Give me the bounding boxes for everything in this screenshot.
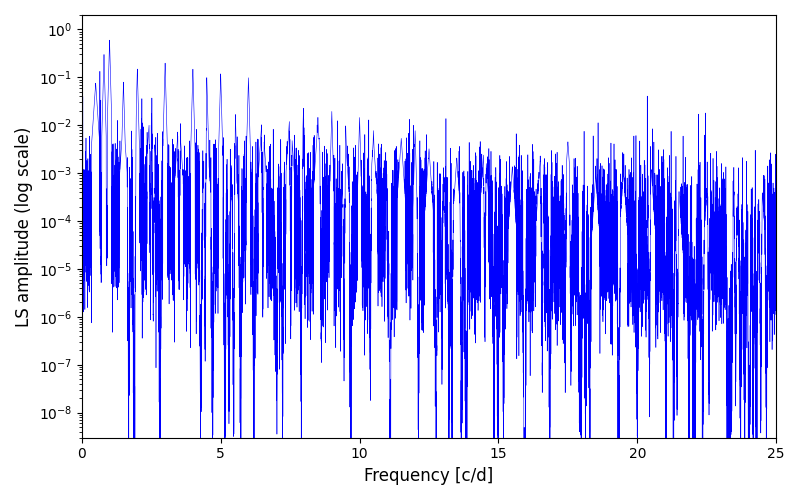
X-axis label: Frequency [c/d]: Frequency [c/d] (364, 467, 494, 485)
Y-axis label: LS amplitude (log scale): LS amplitude (log scale) (15, 126, 33, 326)
